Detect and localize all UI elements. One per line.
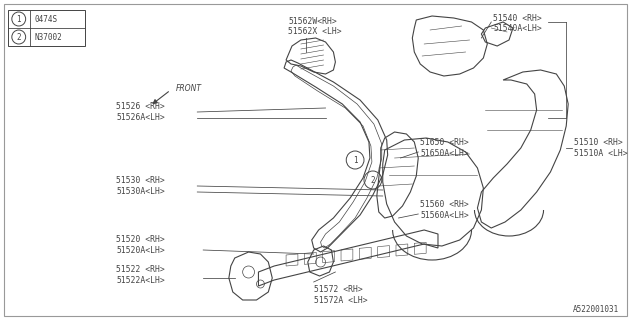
Text: 51510 <RH>
51510A <LH>: 51510 <RH> 51510A <LH> (574, 138, 628, 158)
Text: N37002: N37002 (35, 33, 62, 42)
Text: 51572 <RH>
51572A <LH>: 51572 <RH> 51572A <LH> (314, 285, 367, 305)
Text: 51530 <RH>
51530A<LH>: 51530 <RH> 51530A<LH> (116, 176, 165, 196)
Text: 1: 1 (353, 156, 357, 164)
Text: 2: 2 (17, 33, 21, 42)
Text: 1: 1 (17, 14, 21, 23)
Text: 2: 2 (371, 175, 375, 185)
Text: 51526 <RH>
51526A<LH>: 51526 <RH> 51526A<LH> (116, 102, 165, 122)
Bar (8, 10, 85, 46)
Text: 51560 <RH>
51560A<LH>: 51560 <RH> 51560A<LH> (420, 200, 469, 220)
Text: 51562W<RH>
51562X <LH>: 51562W<RH> 51562X <LH> (288, 17, 342, 36)
Text: 51522 <RH>
51522A<LH>: 51522 <RH> 51522A<LH> (116, 265, 165, 285)
Text: FRONT: FRONT (175, 84, 202, 92)
Text: 51520 <RH>
51520A<LH>: 51520 <RH> 51520A<LH> (116, 235, 165, 255)
Text: 0474S: 0474S (35, 14, 58, 23)
Text: 51540 <RH>
51540A<LH>: 51540 <RH> 51540A<LH> (493, 14, 542, 33)
Text: A522001031: A522001031 (573, 305, 620, 314)
Text: 51650 <RH>
51650A<LH>: 51650 <RH> 51650A<LH> (420, 138, 469, 158)
